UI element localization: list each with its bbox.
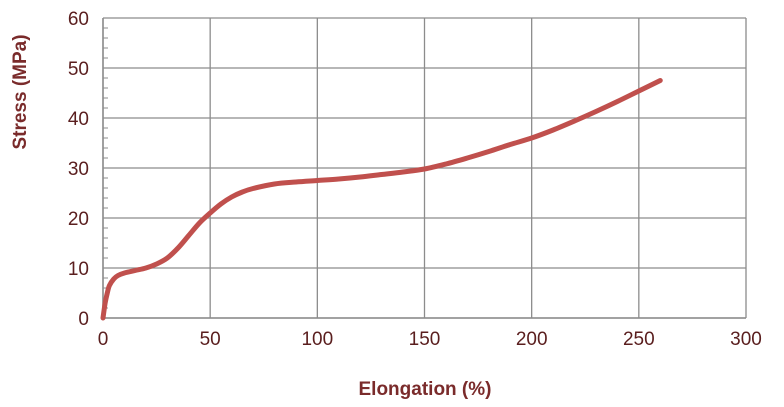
y-minor-ticks: [103, 27, 108, 309]
x-tick-label: 50: [200, 329, 221, 350]
y-tick-label: 0: [78, 309, 89, 330]
x-tick-label: 150: [409, 329, 441, 350]
gridlines: [102, 17, 747, 319]
y-tick-label: 20: [68, 209, 89, 230]
x-tick-label: 200: [516, 329, 548, 350]
x-tick-label: 250: [623, 329, 655, 350]
y-tick-labels: 0 10 20 30 40 50 60: [68, 9, 89, 330]
y-tick-label: 10: [68, 259, 89, 280]
x-axis-title: Elongation (%): [359, 379, 492, 400]
y-tick-label: 40: [68, 109, 89, 130]
y-tick-label: 30: [68, 159, 89, 180]
x-tick-label: 0: [98, 329, 109, 350]
series-line: [100, 78, 663, 321]
y-axis-title: Stress (MPa): [10, 34, 31, 149]
y-tick-label: 60: [68, 9, 89, 30]
y-tick-label: 50: [68, 59, 89, 80]
x-tick-label: 300: [730, 329, 762, 350]
x-tick-label: 100: [301, 329, 333, 350]
x-tick-labels: 0 50 100 150 200 250 300: [98, 329, 762, 350]
axes: [102, 18, 746, 319]
